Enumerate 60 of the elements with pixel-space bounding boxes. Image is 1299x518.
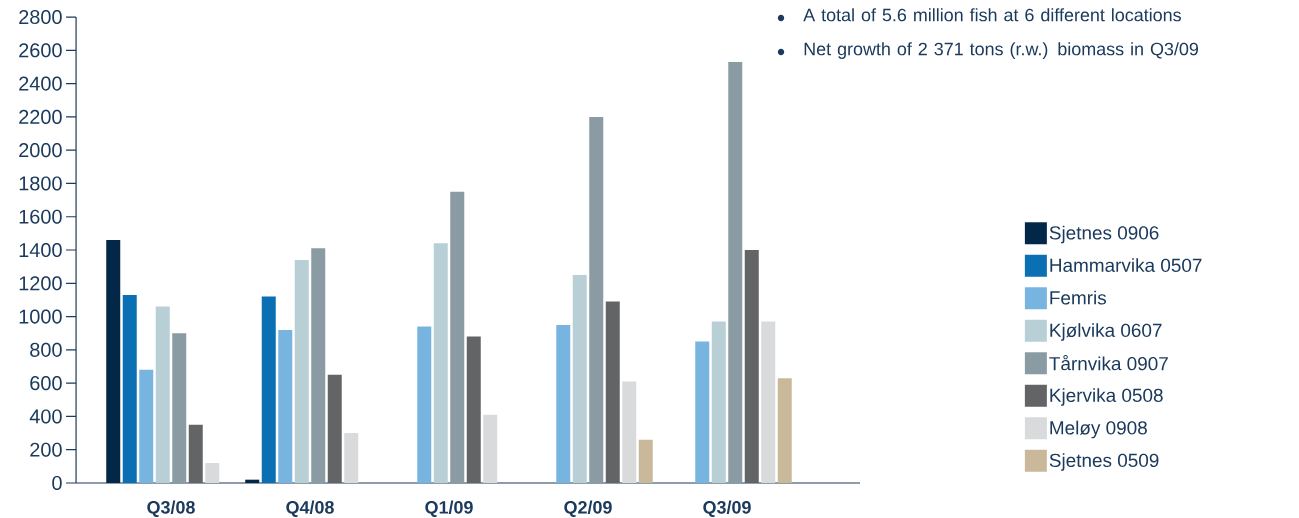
bar — [744, 250, 759, 483]
bar — [344, 433, 359, 483]
x-tick-label: Q3/08 — [147, 500, 195, 518]
y-tick-label: 2000 — [19, 143, 62, 158]
y-tick-label: 1200 — [19, 276, 62, 291]
x-tick-label: Q3/09 — [703, 500, 751, 518]
y-tick-label: 200 — [30, 442, 62, 457]
bar — [556, 324, 571, 483]
bar — [638, 439, 653, 483]
bar — [777, 378, 792, 483]
y-tick-label: 2400 — [19, 76, 62, 91]
bar — [695, 341, 710, 483]
bar — [278, 329, 293, 483]
x-tick-label: Q2/09 — [564, 500, 612, 518]
bar — [450, 191, 465, 483]
legend-label: Tårnvika 0907 — [1049, 354, 1168, 371]
bar — [172, 333, 187, 483]
bar — [417, 326, 432, 483]
bar — [761, 321, 776, 483]
bar — [728, 61, 743, 483]
y-tick-label: 1000 — [19, 309, 62, 324]
bar — [433, 243, 448, 483]
bar — [589, 116, 604, 483]
annotation: Net growth of 2 371 tons (r.w.) biomass in Q3/09 — [804, 42, 1199, 59]
bar — [188, 424, 203, 483]
y-tick-label: 2800 — [19, 9, 62, 25]
bar — [261, 296, 276, 483]
bar — [483, 414, 498, 483]
bar — [139, 369, 154, 483]
y-tick-label: 0 — [52, 475, 62, 491]
bar — [327, 374, 342, 483]
legend-label: Sjetnes 0906 — [1049, 225, 1159, 244]
legend-label: Hammarvika 0507 — [1050, 258, 1202, 273]
bar — [711, 321, 726, 483]
bar — [605, 301, 620, 483]
legend-label: Kjervika 0508 — [1050, 388, 1163, 406]
annotation: A total of 5.6 million fish at 6 different locations — [803, 8, 1181, 22]
bar — [294, 260, 309, 483]
y-tick-label: 2600 — [19, 43, 62, 58]
bar — [205, 463, 220, 483]
legend-label: Femris — [1050, 290, 1107, 305]
y-tick-label: 1600 — [19, 209, 62, 224]
legend-label: Kjølvika 0607 — [1050, 323, 1162, 341]
bar — [311, 248, 326, 483]
y-tick-label: 2200 — [19, 109, 62, 124]
bar — [572, 274, 587, 483]
bar — [155, 306, 170, 483]
x-tick-label: Q4/08 — [286, 500, 334, 518]
bar — [622, 381, 637, 483]
bar — [106, 240, 121, 483]
bar — [122, 294, 137, 483]
y-tick-label: 600 — [30, 376, 62, 391]
y-tick-label: 1400 — [19, 242, 62, 258]
y-tick-label: 800 — [30, 342, 62, 357]
x-tick-label: Q1/09 — [425, 500, 473, 518]
y-tick-label: 1800 — [19, 176, 62, 191]
y-tick-label: 400 — [29, 409, 62, 424]
legend-label: Sjetnes 0509 — [1049, 453, 1159, 471]
legend-label: Meløy 0908 — [1050, 420, 1147, 439]
bar — [466, 336, 481, 483]
